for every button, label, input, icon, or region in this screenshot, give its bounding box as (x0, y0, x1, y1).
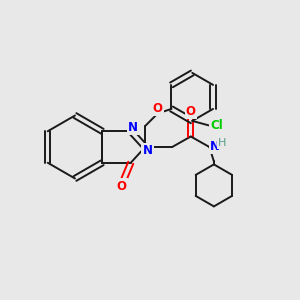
Text: N: N (142, 144, 153, 157)
Text: N: N (210, 140, 220, 153)
Text: H: H (218, 138, 226, 148)
Text: N: N (128, 121, 138, 134)
Text: Cl: Cl (210, 119, 223, 132)
Text: O: O (117, 180, 127, 193)
Text: O: O (153, 101, 163, 115)
Text: O: O (186, 105, 196, 118)
